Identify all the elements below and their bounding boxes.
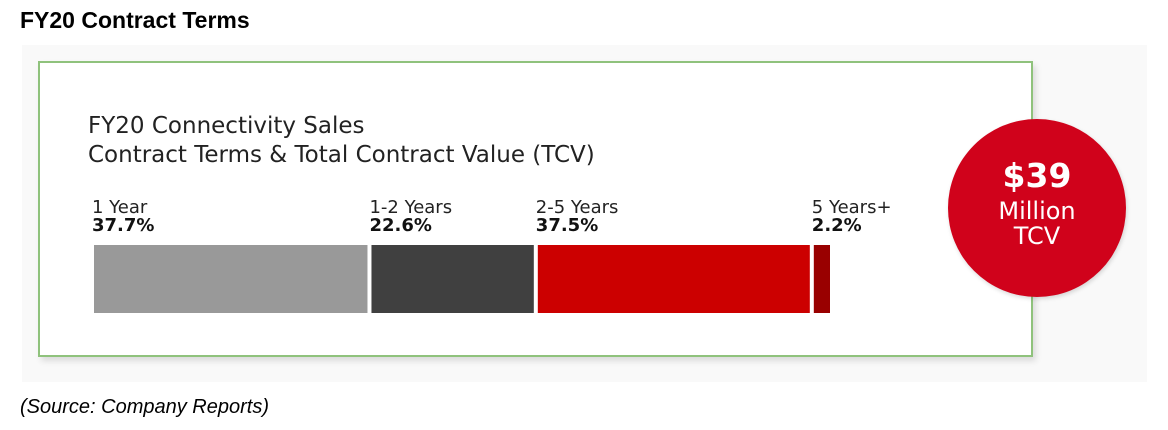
segment-value-3: 37.5% bbox=[536, 215, 598, 236]
source-note: (Source: Company Reports) bbox=[20, 396, 269, 418]
chart-title: FY20 Connectivity Sales Contract Terms &… bbox=[88, 112, 595, 170]
segment-label-3: 2-5 Years bbox=[536, 197, 619, 218]
tcv-unit-label: Million bbox=[998, 197, 1076, 225]
segment-label-1: 1 Year bbox=[92, 197, 148, 218]
segment-value-4: 2.2% bbox=[812, 215, 862, 236]
bar-segment-3 bbox=[537, 245, 810, 313]
segment-label-4: 5 Years+ bbox=[812, 197, 892, 218]
chart-title-line-2: Contract Terms & Total Contract Value (T… bbox=[88, 142, 595, 168]
page-title: FY20 Contract Terms bbox=[20, 7, 250, 33]
chart-title-line-1: FY20 Connectivity Sales bbox=[88, 113, 365, 139]
tcv-label: TCV bbox=[1013, 222, 1061, 250]
bar-segment-4 bbox=[813, 245, 830, 313]
segment-label-2: 1-2 Years bbox=[369, 197, 452, 218]
tcv-badge: $39 Million TCV bbox=[948, 119, 1126, 297]
bar-segment-2 bbox=[371, 245, 534, 313]
tcv-value: $39 bbox=[1002, 156, 1072, 195]
segment-value-1: 37.7% bbox=[92, 215, 154, 236]
segment-value-2: 22.6% bbox=[369, 215, 431, 236]
bar-segment-1 bbox=[94, 245, 368, 313]
